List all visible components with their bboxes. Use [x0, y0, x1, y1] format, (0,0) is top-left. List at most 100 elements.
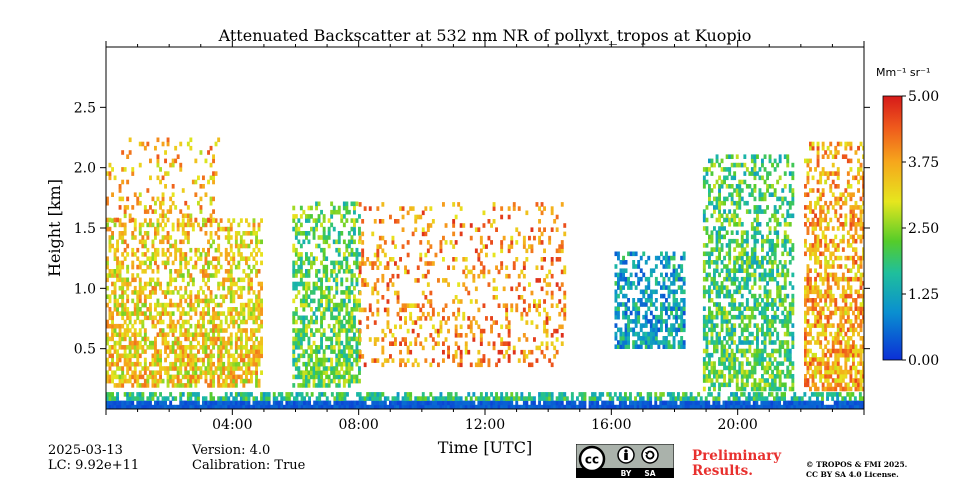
heatmap-cell [819, 272, 823, 278]
heatmap-cell [186, 218, 190, 223]
heatmap-cell [325, 269, 329, 274]
heatmap-cell [118, 336, 122, 342]
heatmap-cell [771, 369, 774, 375]
heatmap-cell [151, 290, 155, 295]
heatmap-cell [788, 260, 792, 265]
heatmap-cell [121, 239, 125, 245]
heatmap-cell [670, 310, 673, 316]
heatmap-cell [705, 361, 709, 366]
heatmap-cell [841, 289, 845, 295]
heatmap-cell [735, 382, 739, 388]
heatmap-cell [738, 162, 742, 168]
heatmap-cell [773, 310, 777, 316]
heatmap-cell [118, 285, 122, 291]
heatmap-cell [492, 278, 496, 283]
heatmap-cell [814, 340, 817, 345]
heatmap-cell [394, 290, 397, 296]
heatmap-cell [745, 357, 749, 362]
heatmap-cell [217, 357, 221, 363]
heatmap-cell [680, 268, 684, 273]
heatmap-cell [781, 344, 785, 349]
heatmap-cell [622, 255, 625, 261]
heatmap-cell [846, 255, 850, 261]
heatmap-cell [136, 307, 140, 312]
heatmap-cell [763, 167, 767, 172]
heatmap-cell [538, 278, 541, 283]
heatmap-cell [325, 357, 329, 363]
heatmap-cell [131, 264, 135, 270]
heatmap-cell [340, 349, 344, 354]
heatmap-cell [753, 276, 757, 282]
heatmap-cell [738, 340, 742, 345]
heatmap-cell [738, 365, 742, 371]
heatmap-cell [434, 341, 438, 346]
heatmap-cell [176, 226, 180, 232]
heatmap-cell [184, 383, 188, 388]
heatmap-cell [307, 361, 311, 367]
heatmap-cell [862, 306, 864, 311]
heatmap-cell [340, 361, 344, 367]
heatmap-cell [740, 310, 744, 316]
heatmap-cell [358, 320, 362, 325]
heatmap-cell [821, 323, 825, 328]
heatmap-cell [234, 235, 238, 240]
heatmap-cell [761, 348, 764, 354]
heatmap-cell [322, 315, 326, 321]
heatmap-cell [184, 200, 188, 206]
heatmap-cell [854, 344, 858, 349]
heatmap-cell [831, 162, 835, 168]
heatmap-cell [831, 179, 835, 185]
heatmap-cell [166, 332, 170, 337]
heatmap-cell [337, 361, 341, 367]
heatmap-cell [184, 252, 188, 257]
heatmap-cell [728, 154, 732, 159]
heatmap-cell [705, 243, 709, 248]
heatmap-cell [824, 179, 828, 185]
heatmap-cell [207, 361, 210, 367]
heatmap-cell [108, 366, 112, 371]
heatmap-cell [176, 247, 180, 253]
heatmap-cell [151, 323, 155, 329]
heatmap-cell [763, 306, 767, 311]
heatmap-cell [154, 370, 157, 375]
heatmap-cell [720, 348, 724, 354]
heatmap-cell [619, 285, 623, 290]
heatmap-cell [763, 302, 767, 307]
heatmap-cell [710, 158, 714, 164]
heatmap-cell [824, 150, 828, 155]
heatmap-cell [639, 302, 643, 307]
heatmap-cell [247, 273, 251, 278]
heatmap-cell [857, 314, 860, 320]
heatmap-cell [199, 226, 203, 232]
heatmap-cell [401, 214, 405, 220]
heatmap-cell [113, 285, 117, 291]
heatmap-cell [834, 196, 838, 202]
heatmap-cell [702, 374, 706, 379]
heatmap-cell [745, 327, 749, 333]
heatmap-cell [768, 386, 772, 392]
heatmap-cell [718, 217, 721, 223]
heatmap-cell [202, 332, 205, 337]
heatmap-cell [728, 272, 732, 278]
heatmap-cell [495, 295, 498, 300]
heatmap-cell [381, 362, 385, 368]
heatmap-cell [426, 311, 430, 317]
heatmap-cell [232, 378, 236, 384]
heatmap-cell [677, 306, 681, 311]
heatmap-cell [862, 184, 864, 189]
heatmap-cell [783, 306, 787, 311]
heatmap-cell [634, 344, 638, 349]
heatmap-cell [189, 349, 193, 354]
heatmap-cell [305, 349, 308, 354]
heatmap-cell [404, 362, 407, 368]
heatmap-cell [735, 369, 739, 375]
heatmap-cell [834, 352, 838, 358]
heatmap-cell [232, 290, 236, 295]
heatmap-cell [123, 290, 127, 295]
heatmap-cell [229, 290, 233, 295]
heatmap-cell [245, 256, 248, 261]
heatmap-cell [437, 341, 440, 346]
heatmap-cell [209, 370, 213, 375]
heatmap-cell [399, 257, 402, 262]
heatmap-cell [123, 336, 127, 342]
